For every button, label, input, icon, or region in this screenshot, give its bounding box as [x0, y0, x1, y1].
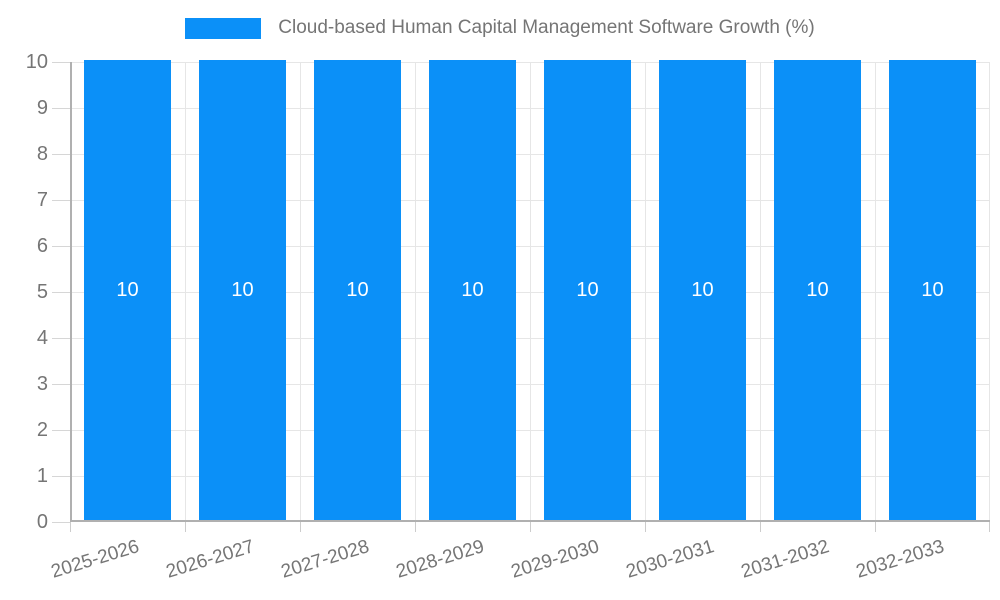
- y-tick: [52, 108, 70, 109]
- legend-label: Cloud-based Human Capital Management Sof…: [278, 17, 815, 38]
- gridline-v: [875, 62, 876, 520]
- bar-value-label: 10: [691, 278, 714, 301]
- y-tick: [52, 200, 70, 201]
- y-tick: [52, 62, 70, 63]
- bar-value-label: 10: [461, 278, 484, 301]
- gridline-v: [300, 62, 301, 520]
- gridline-h: [72, 200, 990, 201]
- bar-value-label: 10: [346, 278, 369, 301]
- legend-swatch-icon: [185, 17, 262, 39]
- x-tick: [300, 522, 301, 532]
- x-tick-label: 2025-2026: [48, 536, 142, 583]
- plot-area: 10 10 10 10 10 10 10 10: [70, 60, 990, 522]
- y-tick-label: 1: [36, 465, 48, 487]
- bar-2030-2031[interactable]: 10: [659, 60, 746, 520]
- x-tick: [530, 522, 531, 532]
- bar-2029-2030[interactable]: 10: [544, 60, 631, 520]
- y-tick-label: 10: [25, 51, 48, 73]
- bar-value-label: 10: [116, 278, 139, 301]
- y-tick: [52, 522, 70, 523]
- y-tick-label: 4: [36, 327, 48, 349]
- x-tick-label: 2029-2030: [508, 536, 602, 583]
- gridline-h: [72, 384, 990, 385]
- x-tick: [760, 522, 761, 532]
- gridline-h: [72, 292, 990, 293]
- bar-value-label: 10: [921, 278, 944, 301]
- gridline-h: [72, 430, 990, 431]
- x-tick-label: 2032-2033: [853, 536, 947, 583]
- y-tick-label: 3: [36, 373, 48, 395]
- y-tick: [52, 292, 70, 293]
- x-tick: [989, 522, 990, 532]
- gridline-h: [72, 246, 990, 247]
- y-tick-label: 0: [36, 511, 48, 533]
- gridline-h: [72, 108, 990, 109]
- gridline-h: [72, 476, 990, 477]
- x-tick-label: 2027-2028: [278, 536, 372, 583]
- y-tick-label: 2: [36, 419, 48, 441]
- bar-2028-2029[interactable]: 10: [429, 60, 516, 520]
- legend-item[interactable]: Cloud-based Human Capital Management Sof…: [0, 17, 1000, 39]
- gridline-h: [72, 154, 990, 155]
- y-tick: [52, 338, 70, 339]
- gridline-v: [415, 62, 416, 520]
- gridline-h: [72, 62, 990, 63]
- bar-value-label: 10: [576, 278, 599, 301]
- y-tick: [52, 430, 70, 431]
- gridline-v: [645, 62, 646, 520]
- x-tick: [875, 522, 876, 532]
- x-tick: [645, 522, 646, 532]
- bar-2031-2032[interactable]: 10: [774, 60, 861, 520]
- gridline-h: [72, 338, 990, 339]
- bar-value-label: 10: [231, 278, 254, 301]
- y-tick: [52, 154, 70, 155]
- x-tick-label: 2028-2029: [393, 536, 487, 583]
- gridline-v: [185, 62, 186, 520]
- bar-2027-2028[interactable]: 10: [314, 60, 401, 520]
- y-tick: [52, 384, 70, 385]
- y-tick-label: 5: [36, 281, 48, 303]
- gridline-v: [989, 62, 990, 520]
- bar-2032-2033[interactable]: 10: [889, 60, 976, 520]
- y-tick: [52, 246, 70, 247]
- x-tick-label: 2030-2031: [623, 536, 717, 583]
- y-tick: [52, 476, 70, 477]
- y-tick-label: 6: [36, 235, 48, 257]
- bar-2025-2026[interactable]: 10: [84, 60, 171, 520]
- gridline-v: [530, 62, 531, 520]
- bar-value-label: 10: [806, 278, 829, 301]
- bar-2026-2027[interactable]: 10: [199, 60, 286, 520]
- x-tick: [415, 522, 416, 532]
- gridline-v: [760, 62, 761, 520]
- y-tick-label: 9: [36, 97, 48, 119]
- x-tick: [70, 522, 71, 532]
- x-tick-label: 2026-2027: [163, 536, 257, 583]
- y-tick-label: 7: [36, 189, 48, 211]
- x-tick-label: 2031-2032: [738, 536, 832, 583]
- y-tick-label: 8: [36, 143, 48, 165]
- x-tick: [185, 522, 186, 532]
